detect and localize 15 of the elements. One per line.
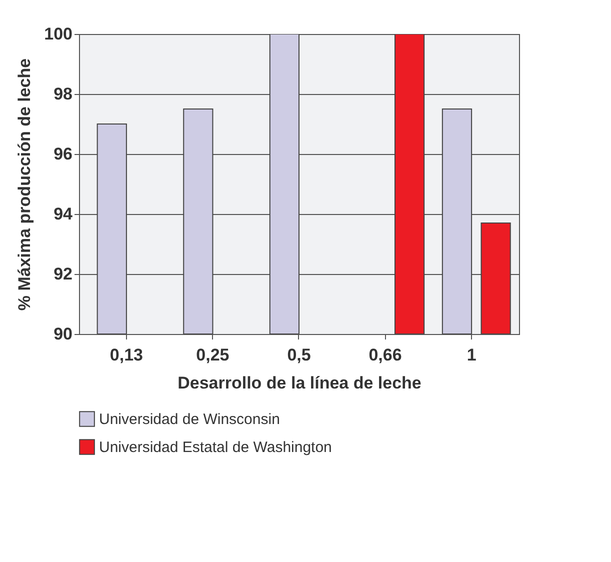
x-tick-label: 1 xyxy=(466,346,476,364)
y-tick-label: 90 xyxy=(54,324,72,344)
y-axis-title: % Máxima producción de leche xyxy=(15,58,34,311)
legend-label: Universidad Estatal de Washington xyxy=(99,439,332,456)
x-tick-label: 0,13 xyxy=(110,346,143,364)
y-tick-label: 96 xyxy=(54,144,72,164)
legend-label: Universidad de Winsconsin xyxy=(99,411,280,428)
x-axis-title: Desarrollo de la línea de leche xyxy=(178,374,422,392)
y-tick-label: 92 xyxy=(54,264,72,284)
x-tick-label: 0,66 xyxy=(368,346,402,364)
x-tick-label: 0,25 xyxy=(196,346,230,364)
y-tick-label: 94 xyxy=(54,204,74,224)
y-tick-label: 100 xyxy=(44,24,72,44)
y-tick-label: 98 xyxy=(54,84,72,104)
x-tick-label: 0,5 xyxy=(287,346,311,364)
